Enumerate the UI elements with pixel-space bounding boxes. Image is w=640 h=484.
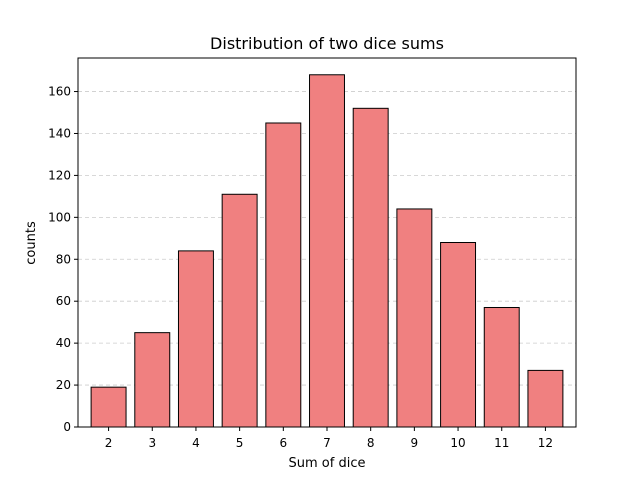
y-tick-label: 140 [48, 126, 71, 140]
x-axis-ticks: 2 3 4 5 6 7 8 9 10 11 12 [105, 427, 553, 450]
bar-3 [134, 332, 171, 428]
bar-8 [352, 107, 389, 428]
bar-9 [396, 208, 433, 428]
y-tick-label: 120 [48, 168, 71, 182]
y-tick-label: 80 [56, 252, 71, 266]
x-tick-label: 4 [192, 436, 200, 450]
x-tick-label: 6 [279, 436, 287, 450]
x-tick-label: 10 [450, 436, 465, 450]
y-tick-label: 20 [56, 378, 71, 392]
bar-7 [309, 74, 345, 428]
x-tick-label: 3 [148, 436, 156, 450]
chart-title: Distribution of two dice sums [210, 34, 444, 53]
y-tick-label: 0 [63, 420, 71, 434]
x-tick-label: 7 [323, 436, 331, 450]
y-tick-label: 160 [48, 85, 71, 99]
bar-12 [527, 369, 564, 428]
x-tick-label: 12 [538, 436, 553, 450]
x-tick-label: 2 [105, 436, 113, 450]
y-axis-ticks: 0 20 40 60 80 100 120 140 160 [48, 85, 78, 434]
y-tick-label: 100 [48, 210, 71, 224]
bar-5 [221, 193, 258, 428]
y-tick-label: 60 [56, 294, 71, 308]
bar-6 [265, 122, 302, 428]
bar-10 [440, 242, 477, 428]
y-tick-label: 40 [56, 336, 71, 350]
x-tick-label: 11 [494, 436, 509, 450]
bar-4 [177, 250, 214, 428]
x-tick-label: 9 [411, 436, 419, 450]
bars [90, 74, 564, 428]
x-tick-label: 5 [236, 436, 244, 450]
y-axis-label: counts [24, 221, 39, 265]
bar-2 [90, 386, 127, 428]
x-axis-label: Sum of dice [289, 456, 366, 471]
bar-11 [483, 306, 520, 428]
x-tick-label: 8 [367, 436, 375, 450]
